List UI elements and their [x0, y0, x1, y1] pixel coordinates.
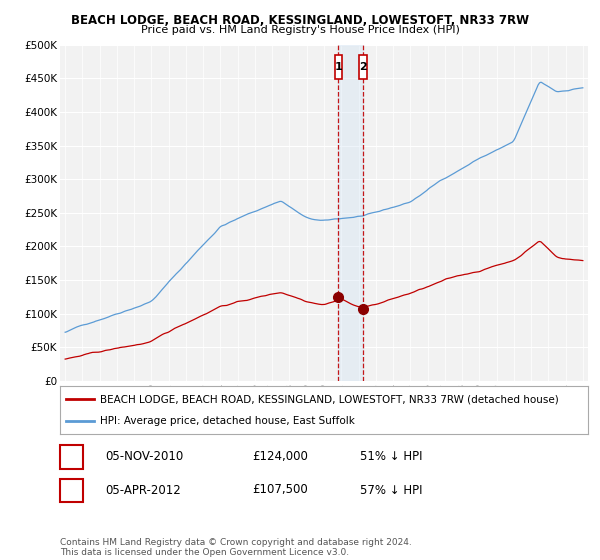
Text: 05-APR-2012: 05-APR-2012	[105, 483, 181, 497]
FancyBboxPatch shape	[359, 55, 367, 79]
Text: BEACH LODGE, BEACH ROAD, KESSINGLAND, LOWESTOFT, NR33 7RW (detached house): BEACH LODGE, BEACH ROAD, KESSINGLAND, LO…	[100, 394, 559, 404]
Text: 2: 2	[67, 483, 76, 497]
Bar	[338, 45, 363, 381]
Text: HPI: Average price, detached house, East Suffolk: HPI: Average price, detached house, East…	[100, 416, 355, 426]
Text: 1: 1	[335, 62, 343, 72]
Text: 05-NOV-2010: 05-NOV-2010	[105, 450, 183, 463]
FancyBboxPatch shape	[335, 55, 342, 79]
Text: £124,000: £124,000	[252, 450, 308, 463]
Text: 57% ↓ HPI: 57% ↓ HPI	[360, 483, 422, 497]
Text: Price paid vs. HM Land Registry's House Price Index (HPI): Price paid vs. HM Land Registry's House …	[140, 25, 460, 35]
Text: BEACH LODGE, BEACH ROAD, KESSINGLAND, LOWESTOFT, NR33 7RW: BEACH LODGE, BEACH ROAD, KESSINGLAND, LO…	[71, 14, 529, 27]
Text: £107,500: £107,500	[252, 483, 308, 497]
Text: 2: 2	[359, 62, 367, 72]
Text: 1: 1	[67, 450, 76, 463]
Text: Contains HM Land Registry data © Crown copyright and database right 2024.
This d: Contains HM Land Registry data © Crown c…	[60, 538, 412, 557]
Text: 51% ↓ HPI: 51% ↓ HPI	[360, 450, 422, 463]
